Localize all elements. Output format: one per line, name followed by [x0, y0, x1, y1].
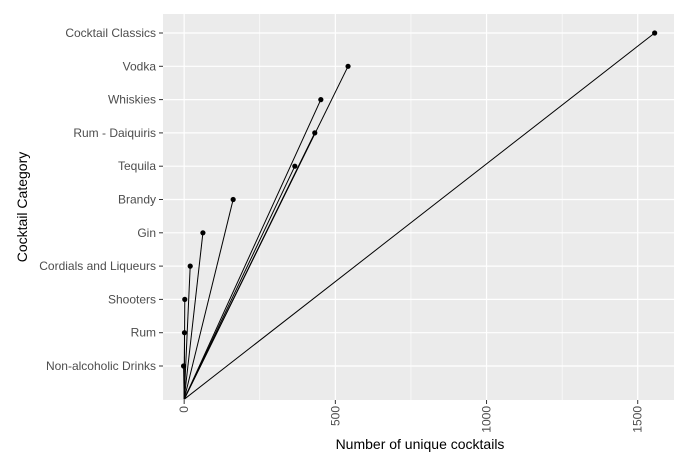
x-tick-label: 0: [177, 406, 191, 413]
segment-line: [183, 266, 191, 400]
segment-line: [183, 232, 204, 400]
segment-layer: [183, 32, 655, 400]
x-tick-label: 1500: [631, 406, 645, 433]
y-tick-label: Gin: [137, 226, 156, 240]
y-tick-label: Vodka: [123, 59, 157, 73]
x-tick-layer: 0 500 1000 1500: [177, 400, 645, 433]
segment-line: [183, 365, 185, 400]
y-tick-label: Rum - Daiquiris: [73, 126, 156, 140]
y-tick-label: Rum: [131, 326, 156, 340]
y-tick-label: Tequila: [118, 159, 156, 173]
y-tick-label: Cordials and Liqueurs: [39, 259, 156, 273]
segment-line: [183, 132, 316, 400]
point-layer: [180, 30, 658, 369]
segment-line: [183, 32, 655, 400]
plot-panel: [163, 14, 674, 400]
data-point: [182, 296, 188, 302]
y-tick-label: Non-alcoholic Drinks: [46, 359, 156, 373]
y-tick-label: Shooters: [108, 292, 156, 306]
y-tick-layer: Non-alcoholic Drinks Rum Shooters Cordials …: [39, 26, 163, 373]
y-tick-label: Cocktail Classics: [65, 26, 156, 40]
y-axis-title: Cocktail Category: [14, 152, 30, 263]
segment-line: [183, 165, 296, 400]
data-point: [180, 363, 187, 369]
data-point: [181, 330, 188, 336]
data-point: [187, 263, 193, 269]
data-point: [230, 196, 236, 203]
data-point: [318, 97, 324, 103]
x-axis-title: Number of unique cocktails: [336, 436, 505, 452]
x-tick-label: 1000: [480, 406, 494, 433]
x-tick-label: 500: [328, 406, 342, 426]
y-tick-label: Whiskies: [108, 93, 156, 107]
data-point: [292, 163, 298, 169]
data-point: [200, 230, 206, 236]
data-point: [345, 63, 351, 69]
segment-line: [183, 99, 322, 400]
data-point: [312, 130, 318, 136]
segment-line: [183, 199, 234, 400]
y-tick-label: Brandy: [118, 193, 156, 207]
data-point: [652, 30, 658, 36]
grid-layer: [163, 14, 674, 400]
